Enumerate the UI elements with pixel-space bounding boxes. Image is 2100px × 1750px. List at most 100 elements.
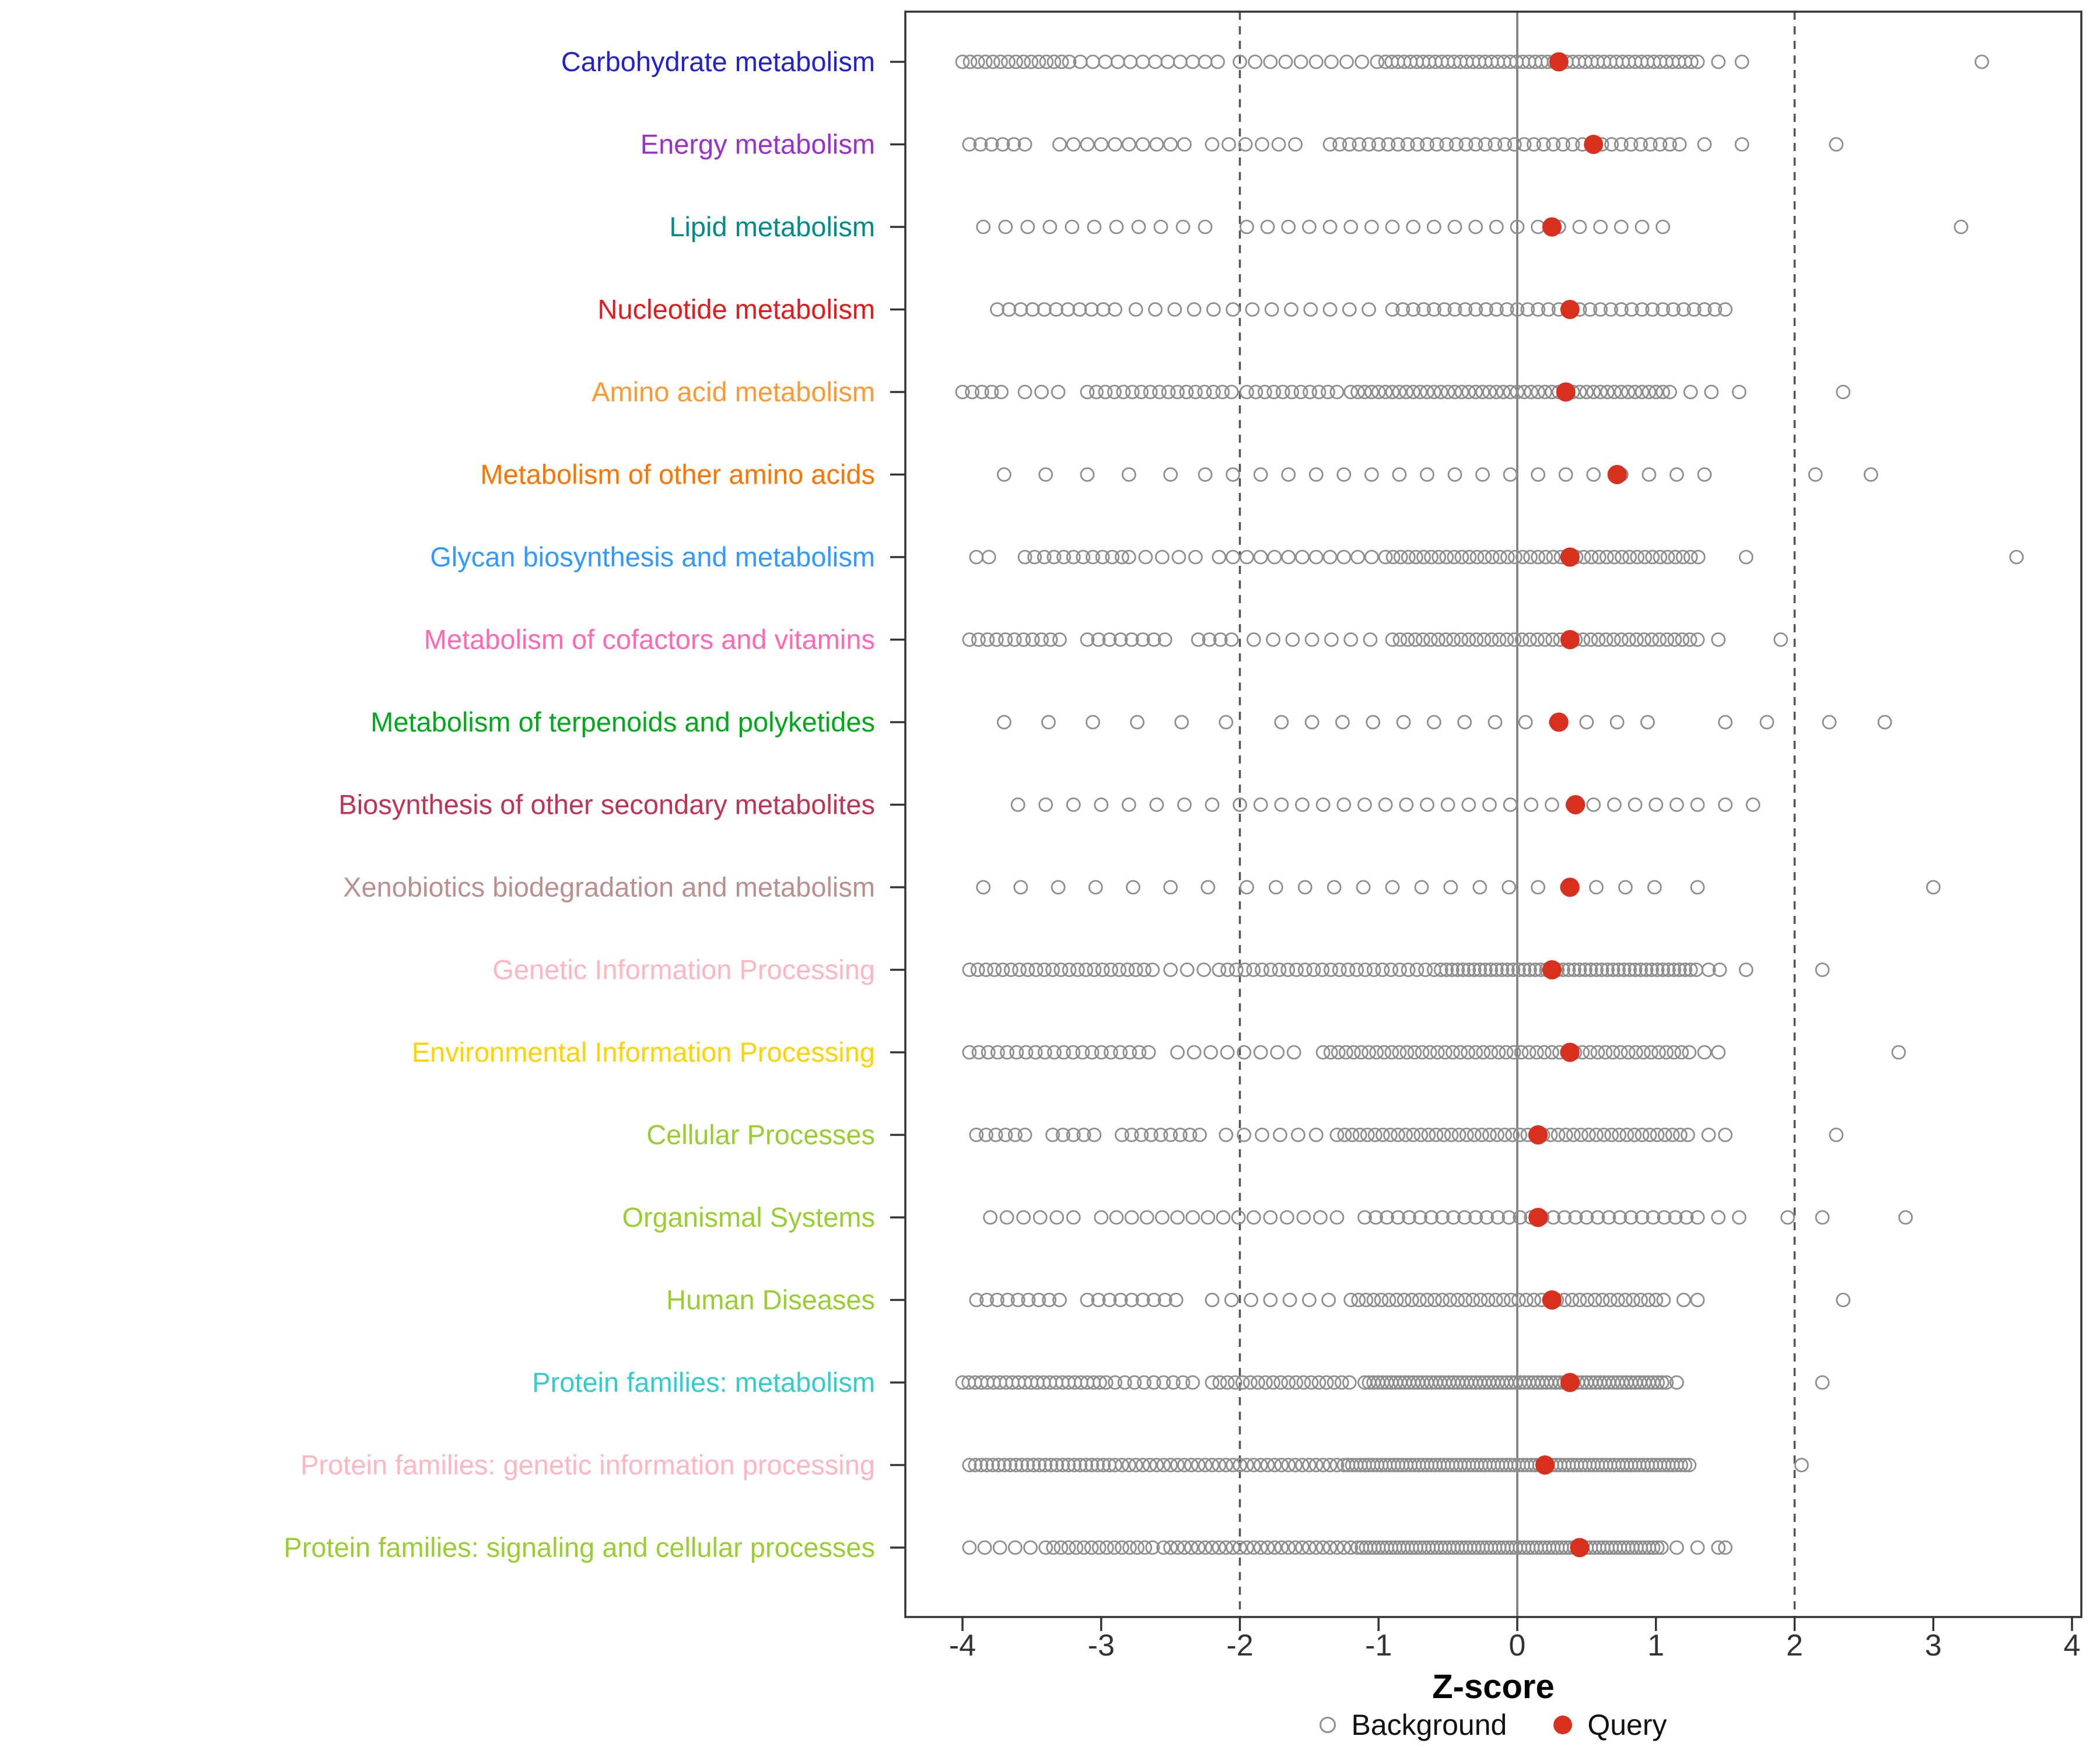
background-point (1135, 1293, 1150, 1307)
background-point (984, 137, 999, 152)
background-point (1303, 302, 1318, 317)
background-point (1052, 632, 1067, 647)
background-point (1186, 302, 1202, 317)
background-point (1718, 797, 1733, 812)
background-point (1538, 550, 1553, 565)
background-point (1031, 1293, 1046, 1307)
background-point (1322, 1458, 1338, 1472)
background-point (1433, 384, 1448, 400)
background-point (1060, 302, 1076, 317)
background-point (1278, 54, 1293, 69)
background-point (1038, 467, 1054, 482)
background-point (1561, 963, 1576, 977)
background-point (1312, 1210, 1328, 1225)
background-point (1612, 1128, 1627, 1142)
background-point (1609, 715, 1625, 730)
background-point (1406, 384, 1421, 400)
background-point (1092, 1375, 1107, 1390)
x-tick-label: -3 (1088, 1629, 1115, 1662)
background-point (1613, 1045, 1628, 1060)
background-point (1017, 550, 1032, 565)
background-point (1550, 1128, 1566, 1142)
background-point (1115, 550, 1129, 565)
background-point (1622, 550, 1637, 565)
background-point (1528, 963, 1543, 977)
background-point (1096, 1458, 1111, 1472)
background-point (1650, 1128, 1665, 1142)
background-point (1538, 632, 1552, 647)
background-point (1637, 632, 1651, 647)
background-point (977, 1540, 992, 1555)
background-point (1634, 384, 1650, 400)
background-point (1668, 550, 1683, 565)
background-point (1589, 1128, 1604, 1142)
background-point (1336, 797, 1352, 812)
background-point (1131, 219, 1146, 235)
background-point (1731, 384, 1746, 400)
background-point (1121, 550, 1136, 565)
background-point (1418, 963, 1433, 977)
background-point (1056, 550, 1071, 565)
category-label: Genetic Information Processing (492, 954, 875, 985)
background-point (1177, 1540, 1192, 1555)
background-point (1690, 1210, 1705, 1225)
background-point (1424, 550, 1438, 565)
background-point (1601, 1210, 1616, 1225)
background-point (994, 384, 1009, 400)
background-point (1579, 1210, 1594, 1225)
background-point (1141, 1045, 1156, 1060)
background-point (1266, 1375, 1280, 1390)
background-point (1497, 137, 1513, 152)
background-point (1198, 219, 1213, 235)
background-point (1468, 1045, 1483, 1060)
background-point (1399, 1045, 1415, 1060)
background-point (1431, 632, 1446, 647)
background-point (1295, 1540, 1310, 1555)
background-point (1507, 632, 1522, 647)
background-point (1630, 550, 1645, 565)
background-point (1579, 715, 1594, 730)
background-point (1066, 1045, 1081, 1060)
background-point (1239, 550, 1254, 565)
background-point (1028, 1045, 1043, 1060)
background-point (1124, 1293, 1139, 1307)
background-point (1188, 384, 1203, 400)
background-point (1385, 302, 1400, 317)
background-point (1568, 1210, 1583, 1225)
background-point (1453, 1045, 1468, 1060)
background-point (1415, 1045, 1430, 1060)
category-label: Protein families: metabolism (532, 1367, 875, 1398)
background-point (1263, 963, 1278, 977)
background-point (1124, 1210, 1139, 1225)
background-point (1690, 54, 1705, 69)
background-point (1076, 550, 1091, 565)
background-point (1334, 1375, 1349, 1390)
background-point (1130, 715, 1144, 730)
background-point (1239, 219, 1254, 235)
background-point (1177, 137, 1192, 152)
background-point (1160, 54, 1175, 69)
background-point (1055, 1458, 1070, 1472)
background-point (1049, 302, 1063, 317)
background-point (1634, 302, 1650, 317)
background-point (1490, 1210, 1506, 1225)
background-point (1676, 1293, 1691, 1307)
category-label: Xenobiotics biodegradation and metabolis… (343, 872, 875, 902)
background-point (1363, 632, 1378, 647)
background-point (1369, 1045, 1384, 1060)
background-point (1898, 1210, 1913, 1225)
background-point (1080, 632, 1095, 647)
background-point (1352, 1128, 1367, 1142)
background-point (1474, 1128, 1489, 1142)
background-point (1458, 137, 1474, 152)
background-point (1572, 1293, 1587, 1307)
background-point (1094, 1210, 1109, 1225)
background-point (1510, 219, 1525, 235)
background-point (1295, 1458, 1310, 1472)
background-point (1135, 632, 1150, 647)
background-point (1531, 384, 1546, 400)
background-point (1527, 1293, 1541, 1307)
background-point (1412, 1293, 1427, 1307)
background-point (1558, 1128, 1573, 1142)
background-point (1489, 219, 1504, 235)
